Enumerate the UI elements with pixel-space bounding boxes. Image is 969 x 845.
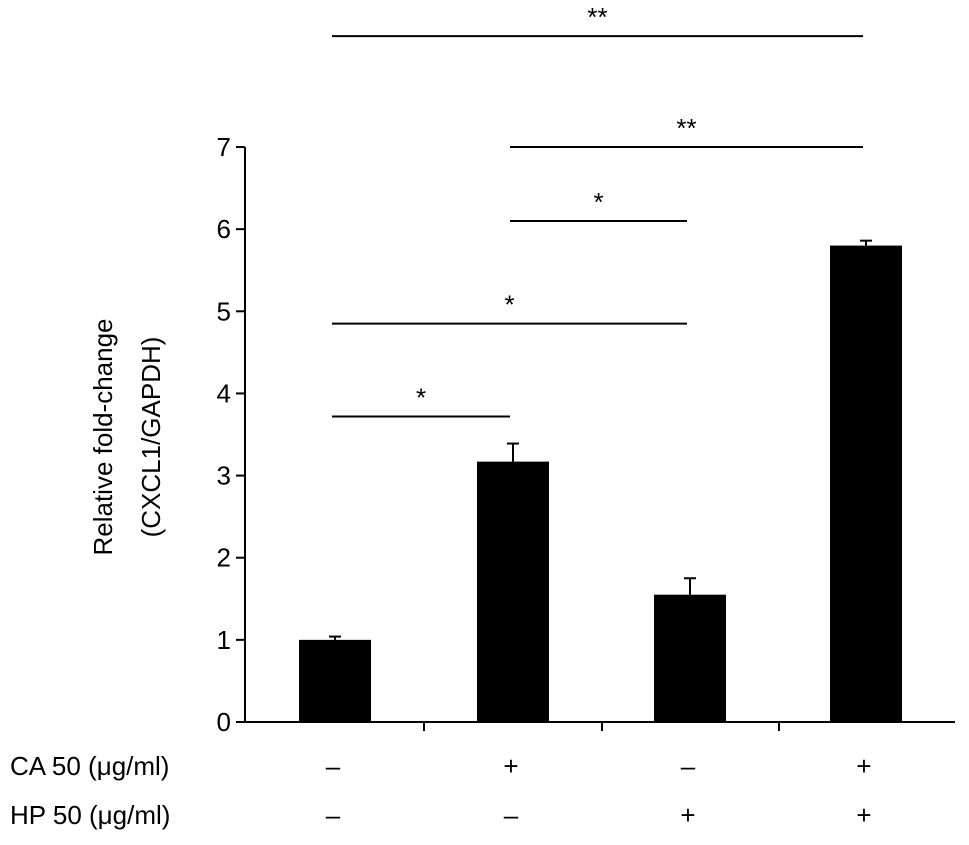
y-tick-label-0: 0 [217, 707, 231, 737]
bar-1 [477, 461, 549, 722]
condition-sign-1-2: + [680, 800, 695, 830]
y-tick-label-5: 5 [217, 296, 231, 326]
y-axis-title-line-2: (CXCL1/GAPDH) [136, 337, 166, 538]
condition-sign-1-1: – [504, 800, 519, 830]
condition-sign-0-3: + [856, 751, 871, 781]
bars [299, 239, 902, 722]
y-tick-label-7: 7 [217, 132, 231, 162]
y-tick-label-3: 3 [217, 461, 231, 491]
condition-sign-1-0: – [326, 800, 341, 830]
y-axis-title-line-1: Relative fold-change [88, 318, 118, 555]
condition-sign-0-0: – [326, 751, 341, 781]
condition-sign-1-3: + [856, 800, 871, 830]
y-tick-label-4: 4 [217, 378, 231, 408]
significance-star-0: ** [587, 2, 607, 32]
significance-star-1: ** [676, 113, 696, 143]
y-tick-label-6: 6 [217, 214, 231, 244]
condition-label-ca: CA 50 (μg/ml) [10, 751, 169, 781]
bar-3 [830, 245, 902, 722]
bar-2 [654, 594, 726, 722]
condition-signs: – + – + – – + + [326, 751, 872, 830]
bar-0 [299, 639, 371, 722]
condition-sign-0-1: + [503, 751, 518, 781]
condition-label-hp: HP 50 (μg/ml) [10, 800, 170, 830]
significance-star-3: * [504, 290, 514, 320]
significance-brackets: ******* [332, 2, 863, 418]
significance-star-2: * [593, 187, 603, 217]
y-axis: 0 1 2 3 4 5 6 7 [217, 132, 955, 737]
condition-sign-0-2: – [681, 751, 696, 781]
significance-star-4: * [416, 382, 426, 412]
y-tick-label-1: 1 [217, 625, 231, 655]
y-tick-label-2: 2 [217, 543, 231, 573]
